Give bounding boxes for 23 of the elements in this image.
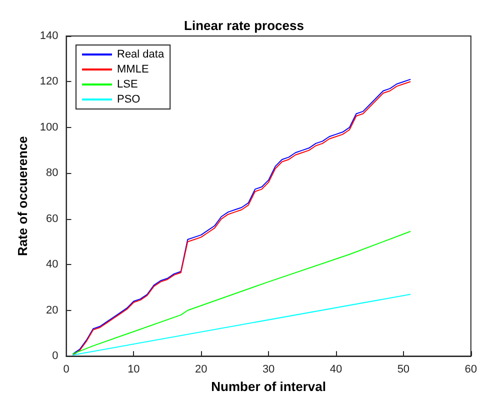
y-tick-label: 120 bbox=[40, 76, 58, 88]
y-tick-label: 0 bbox=[52, 350, 58, 362]
legend-label: Real data bbox=[117, 48, 165, 60]
y-tick-label: 140 bbox=[40, 30, 58, 42]
x-tick-label: 30 bbox=[262, 364, 275, 376]
x-tick-label: 10 bbox=[128, 364, 140, 376]
legend-label: MMLE bbox=[117, 64, 149, 76]
y-tick-label: 20 bbox=[46, 304, 58, 316]
y-tick-label: 40 bbox=[46, 258, 58, 271]
x-tick-label: 60 bbox=[464, 364, 478, 376]
chart-title: Linear rate process bbox=[184, 18, 304, 33]
x-axis-title: Number of interval bbox=[211, 379, 326, 394]
y-tick-label: 100 bbox=[40, 121, 58, 134]
x-tick-label: 40 bbox=[330, 364, 342, 376]
y-axis-title: Rate of occuerence bbox=[15, 136, 30, 256]
y-tick-label: 60 bbox=[46, 212, 58, 225]
x-tick-label: 50 bbox=[397, 364, 410, 376]
line-series bbox=[72, 230, 411, 354]
y-tick-label: 80 bbox=[46, 167, 58, 180]
legend-label: LSE bbox=[117, 78, 138, 90]
x-tick-label: 20 bbox=[195, 364, 208, 376]
legend-label: PSO bbox=[117, 94, 141, 106]
x-tick-label: 0 bbox=[63, 364, 70, 376]
